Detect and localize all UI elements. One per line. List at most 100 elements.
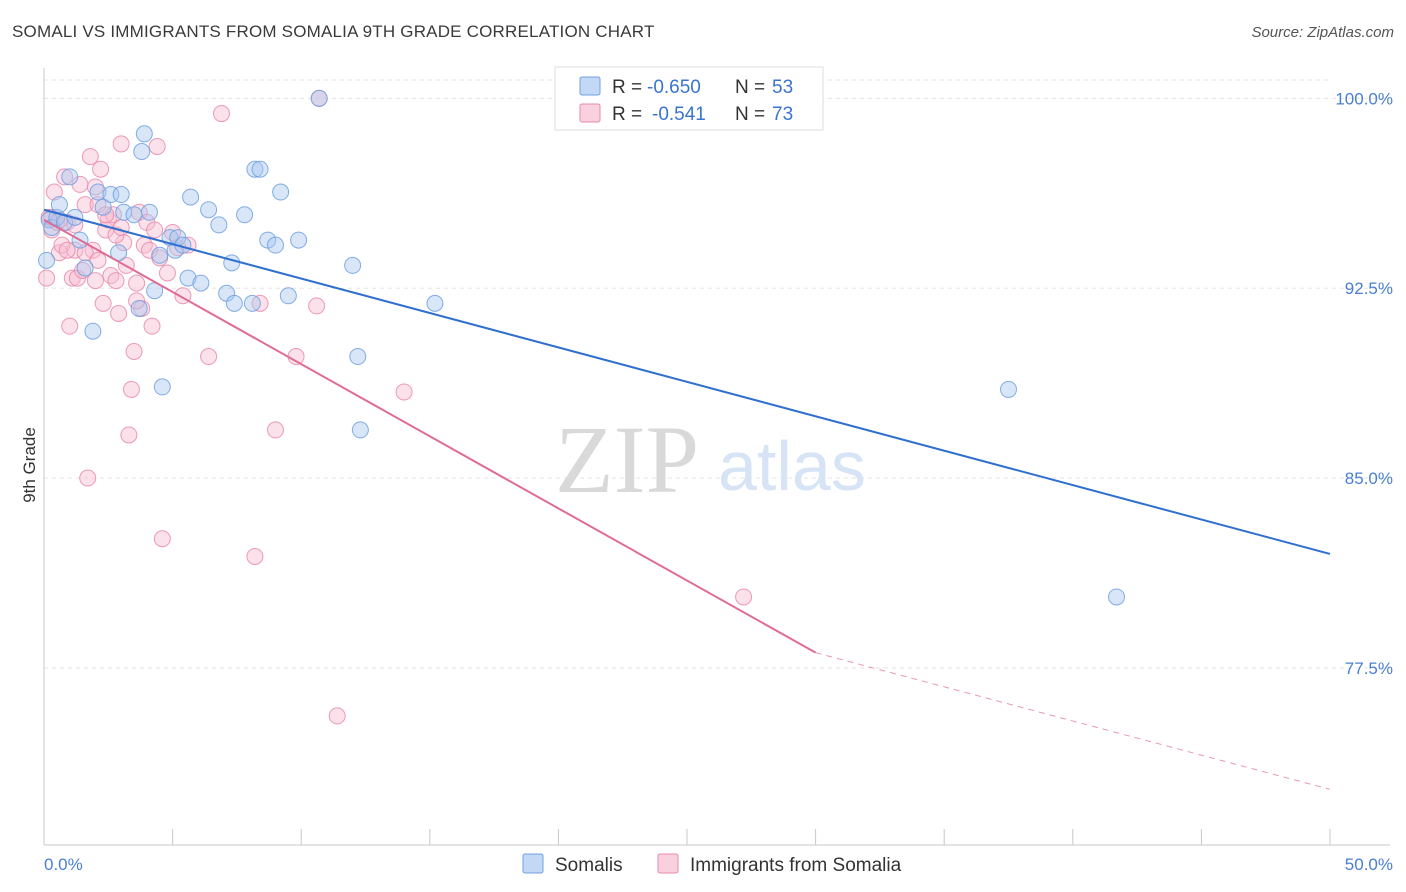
data-point bbox=[38, 251, 56, 269]
legend-n-label: N = bbox=[735, 77, 765, 98]
data-point bbox=[236, 206, 254, 224]
data-point bbox=[133, 143, 151, 161]
legend-n-value: 73 bbox=[772, 104, 793, 125]
legend-swatch-somalis bbox=[522, 853, 544, 874]
data-point bbox=[81, 148, 99, 166]
data-point bbox=[192, 274, 210, 292]
legend-r-value: -0.650 bbox=[647, 77, 701, 98]
data-point bbox=[290, 231, 308, 249]
trend-line-somalis bbox=[43, 208, 1331, 555]
legend-swatch-somalis bbox=[579, 76, 601, 96]
data-point bbox=[153, 378, 171, 396]
legend-n-value: 53 bbox=[772, 77, 793, 98]
data-point bbox=[179, 269, 197, 287]
series-somalis-points bbox=[38, 89, 1126, 606]
trend-line-immigrants-extension bbox=[815, 652, 1331, 790]
data-point bbox=[251, 160, 269, 178]
data-point bbox=[92, 160, 110, 178]
axes bbox=[43, 68, 1390, 846]
data-point bbox=[426, 294, 444, 312]
data-point bbox=[246, 547, 264, 565]
data-point bbox=[395, 383, 413, 401]
data-point bbox=[122, 380, 140, 398]
data-point bbox=[45, 183, 63, 201]
data-point bbox=[182, 188, 200, 206]
data-point bbox=[115, 203, 133, 221]
data-point bbox=[351, 421, 369, 439]
data-point bbox=[328, 707, 346, 725]
legend-r-value: -0.541 bbox=[652, 104, 706, 125]
data-point bbox=[76, 244, 94, 262]
y-tick-label: 92.5% bbox=[1345, 279, 1393, 298]
legend-label-immigrants: Immigrants from Somalia bbox=[690, 855, 902, 876]
data-point bbox=[112, 186, 130, 204]
stats-legend: R = -0.650 N = 53 R = -0.541 N = 73 bbox=[554, 66, 824, 131]
legend-label-somalis: Somalis bbox=[555, 855, 623, 876]
watermark-atlas: atlas bbox=[718, 427, 866, 505]
data-point bbox=[107, 272, 125, 290]
chart-source: Source: ZipAtlas.com bbox=[1251, 24, 1394, 41]
trend-line-immigrants bbox=[43, 218, 817, 654]
data-point bbox=[43, 218, 61, 236]
legend-n-label: N = bbox=[735, 104, 765, 125]
watermark-zip: ZIP bbox=[555, 406, 699, 513]
data-point bbox=[86, 178, 104, 196]
data-point bbox=[223, 254, 241, 272]
data-point bbox=[140, 203, 158, 221]
data-point bbox=[130, 299, 148, 317]
data-point bbox=[94, 198, 112, 216]
data-point bbox=[135, 125, 153, 143]
data-point bbox=[89, 251, 107, 269]
data-point bbox=[102, 267, 120, 285]
data-point bbox=[210, 216, 228, 234]
data-point bbox=[50, 196, 68, 214]
data-point bbox=[279, 287, 297, 305]
data-point bbox=[89, 183, 107, 201]
data-point bbox=[146, 221, 164, 239]
data-point bbox=[84, 322, 102, 340]
data-point bbox=[120, 426, 138, 444]
data-point bbox=[61, 317, 79, 335]
data-point bbox=[125, 206, 143, 224]
data-point bbox=[86, 272, 104, 290]
x-tick-label: 0.0% bbox=[44, 855, 83, 874]
data-point bbox=[110, 305, 128, 323]
data-point bbox=[148, 137, 166, 155]
x-tick-label: 50.0% bbox=[1345, 855, 1393, 874]
data-point bbox=[112, 135, 130, 153]
data-point bbox=[1000, 380, 1017, 398]
y-tick-label: 77.5% bbox=[1345, 659, 1393, 678]
series-legend: Somalis Immigrants from Somalia bbox=[522, 853, 902, 876]
legend-r-label: R = bbox=[612, 104, 642, 125]
data-point bbox=[1108, 588, 1126, 606]
data-point bbox=[125, 342, 143, 360]
data-point bbox=[56, 168, 74, 186]
data-point bbox=[200, 201, 218, 219]
legend-swatch-immigrants bbox=[657, 853, 679, 874]
data-point bbox=[246, 160, 264, 178]
data-point bbox=[112, 218, 130, 236]
y-tick-labels: 77.5% 85.0% 92.5% 100.0% bbox=[1335, 89, 1393, 677]
data-point bbox=[200, 348, 218, 366]
data-point bbox=[349, 348, 367, 366]
data-point bbox=[76, 259, 94, 277]
grid-lines bbox=[44, 79, 1390, 669]
watermark: ZIP atlas bbox=[555, 406, 866, 513]
legend-swatch-immigrants bbox=[579, 103, 601, 123]
data-point bbox=[102, 186, 120, 204]
data-point bbox=[272, 183, 290, 201]
chart-title: SOMALI VS IMMIGRANTS FROM SOMALIA 9TH GR… bbox=[12, 22, 655, 41]
data-point bbox=[310, 89, 328, 107]
data-point bbox=[158, 264, 176, 282]
y-tick-label: 100.0% bbox=[1335, 89, 1393, 108]
data-point bbox=[79, 469, 97, 487]
y-tick-label: 85.0% bbox=[1345, 469, 1393, 488]
data-point bbox=[735, 588, 753, 606]
data-point bbox=[225, 294, 243, 312]
data-point bbox=[266, 421, 284, 439]
data-point bbox=[76, 196, 94, 214]
data-point bbox=[212, 105, 230, 123]
data-point bbox=[151, 246, 169, 264]
data-point bbox=[128, 274, 146, 292]
